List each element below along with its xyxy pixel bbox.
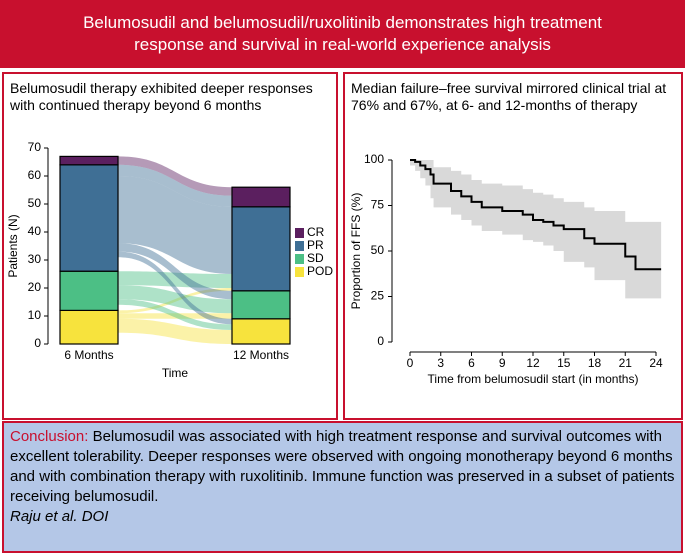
y-tick-label: 40 [28, 224, 42, 238]
y-tick-label: 0 [34, 336, 41, 350]
legend-swatch [295, 254, 304, 264]
flow [118, 243, 232, 300]
bar-segment [231, 186, 291, 208]
x-tick-label: 6 [468, 356, 475, 370]
flow [118, 318, 232, 344]
x-tick-label: 18 [588, 356, 602, 370]
y-tick-label: 0 [377, 334, 384, 348]
bar-segment [59, 309, 119, 345]
x-tick-label: 6 Months [64, 348, 113, 362]
flow [118, 288, 232, 314]
y-tick-label: 25 [371, 289, 385, 303]
y-tick-label: 60 [28, 168, 42, 182]
survival-line [410, 159, 662, 271]
x-tick-label: 9 [499, 356, 506, 370]
legend-label: PR [307, 238, 324, 252]
x-tick-label: 12 Months [233, 348, 289, 362]
x-tick-label: 24 [649, 356, 663, 370]
flow [118, 164, 232, 207]
confidence-band [410, 160, 662, 299]
bar-segment [59, 164, 119, 272]
left-panel: Belumosudil therapy exhibited deeper res… [2, 72, 338, 420]
x-tick-label: 3 [437, 356, 444, 370]
bar-segment [231, 318, 291, 345]
x-tick-label: 15 [557, 356, 571, 370]
x-tick-label: 21 [619, 356, 633, 370]
x-tick-label: 0 [407, 356, 414, 370]
legend-label: SD [307, 251, 324, 265]
y-tick-label: 70 [28, 140, 42, 154]
right-panel: Median failure–free survival mirrored cl… [343, 72, 683, 420]
x-axis-label: Time [162, 366, 189, 380]
y-tick-label: 50 [28, 196, 42, 210]
header-title: Belumosudil and belumosudil/ruxolitinib … [0, 0, 685, 68]
x-axis-label: Time from belumosudil start (in months) [428, 372, 639, 386]
legend-label: CR [307, 225, 325, 239]
y-axis-label: Patients (N) [6, 214, 20, 277]
legend-swatch [295, 228, 304, 238]
y-axis-label: Proportion of FFS (%) [349, 193, 363, 310]
flow [118, 251, 232, 325]
bar-segment [59, 155, 119, 166]
citation: Raju et al. DOI [10, 508, 109, 525]
y-tick-label: 50 [371, 243, 385, 257]
legend-swatch [295, 241, 304, 251]
y-tick-label: 30 [28, 252, 42, 266]
flow [118, 156, 232, 196]
y-tick-label: 20 [28, 280, 42, 294]
bar-segment [231, 206, 291, 292]
legend-swatch [295, 267, 304, 277]
flow [118, 285, 232, 314]
y-tick-label: 10 [28, 308, 42, 322]
flow [118, 313, 232, 319]
flow [118, 299, 232, 330]
y-tick-label: 75 [371, 198, 385, 212]
bar-segment [231, 290, 291, 320]
flow [118, 271, 232, 288]
flow [118, 176, 232, 274]
x-tick-label: 12 [526, 356, 540, 370]
conclusion-text: Belumosudil was associated with high tre… [10, 428, 675, 505]
panel-title: Belumosudil therapy exhibited deeper res… [10, 80, 313, 113]
conclusion-label: Conclusion: [10, 428, 89, 445]
bar-segment [59, 270, 119, 312]
panel-title: Median failure–free survival mirrored cl… [351, 80, 667, 113]
y-tick-label: 100 [364, 152, 384, 166]
conclusion: Conclusion: Belumosudil was associated w… [2, 421, 683, 553]
legend-label: POD [307, 264, 333, 278]
